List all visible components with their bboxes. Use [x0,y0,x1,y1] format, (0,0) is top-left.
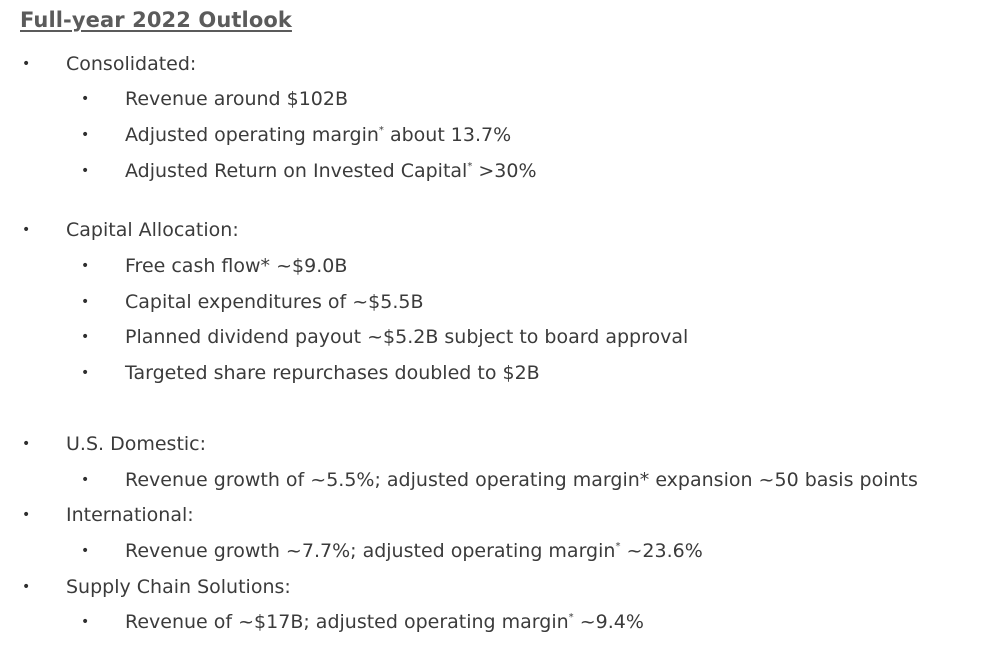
bullet-icon: • [81,472,90,488]
bullet-icon: • [22,56,31,72]
bullet-icon: • [81,365,90,381]
bullet-icon: • [81,163,90,179]
item-text: Revenue growth ~7.7%; adjusted operating… [125,540,616,562]
section-label: U.S. Domestic: [66,433,207,455]
bullet-icon: • [22,436,31,452]
section-international: • International: [22,503,194,527]
list-item: • Adjusted operating margin* about 13.7% [81,123,512,147]
footnote-marker: * [378,125,384,136]
bullet-icon: • [81,91,90,107]
item-text: Revenue growth of ~5.5%; adjusted operat… [125,469,918,491]
item-text: Adjusted operating margin [125,124,379,146]
item-text-suffix: ~23.6% [620,540,703,562]
section-label: International: [66,504,194,526]
item-text-suffix: about 13.7% [383,124,512,146]
list-item: • Capital expenditures of ~$5.5B [81,290,424,314]
item-text: Revenue around $102B [125,88,349,110]
item-text: Adjusted Return on Invested Capital [125,160,468,182]
item-text: Revenue of ~$17B; adjusted operating mar… [125,611,569,633]
bullet-icon: • [81,329,90,345]
list-item: • Adjusted Return on Invested Capital* >… [81,159,537,183]
bullet-icon: • [81,127,90,143]
bullet-icon: • [81,614,90,630]
section-label: Consolidated: [66,53,197,75]
list-item: • Revenue of ~$17B; adjusted operating m… [81,610,644,634]
list-item: • Free cash flow* ~$9.0B [81,254,348,278]
item-text-suffix: ~9.4% [573,611,644,633]
list-item: • Revenue around $102B [81,87,349,111]
section-us-domestic: • U.S. Domestic: [22,432,207,456]
section-label: Supply Chain Solutions: [66,576,291,598]
footnote-marker: * [467,161,473,172]
list-item: • Revenue growth of ~5.5%; adjusted oper… [81,468,918,492]
bullet-icon: • [22,507,31,523]
list-item: • Targeted share repurchases doubled to … [81,361,540,385]
bullet-icon: • [22,579,31,595]
section-supply-chain-solutions: • Supply Chain Solutions: [22,575,291,599]
bullet-icon: • [22,222,31,238]
bullet-icon: • [81,258,90,274]
item-text: Planned dividend payout ~$5.2B subject t… [125,326,689,348]
list-item: • Planned dividend payout ~$5.2B subject… [81,325,689,349]
item-text: Free cash flow* ~$9.0B [125,255,348,277]
footnote-marker: * [568,612,574,623]
section-label: Capital Allocation: [66,219,239,241]
section-consolidated: • Consolidated: [22,52,197,76]
item-text: Capital expenditures of ~$5.5B [125,291,424,313]
page-title: Full-year 2022 Outlook [20,8,292,32]
list-item: • Revenue growth ~7.7%; adjusted operati… [81,539,703,563]
section-capital-allocation: • Capital Allocation: [22,218,239,242]
footnote-marker: * [615,541,621,552]
bullet-icon: • [81,294,90,310]
item-text: Targeted share repurchases doubled to $2… [125,362,540,384]
bullet-icon: • [81,543,90,559]
item-text-suffix: >30% [472,160,537,182]
